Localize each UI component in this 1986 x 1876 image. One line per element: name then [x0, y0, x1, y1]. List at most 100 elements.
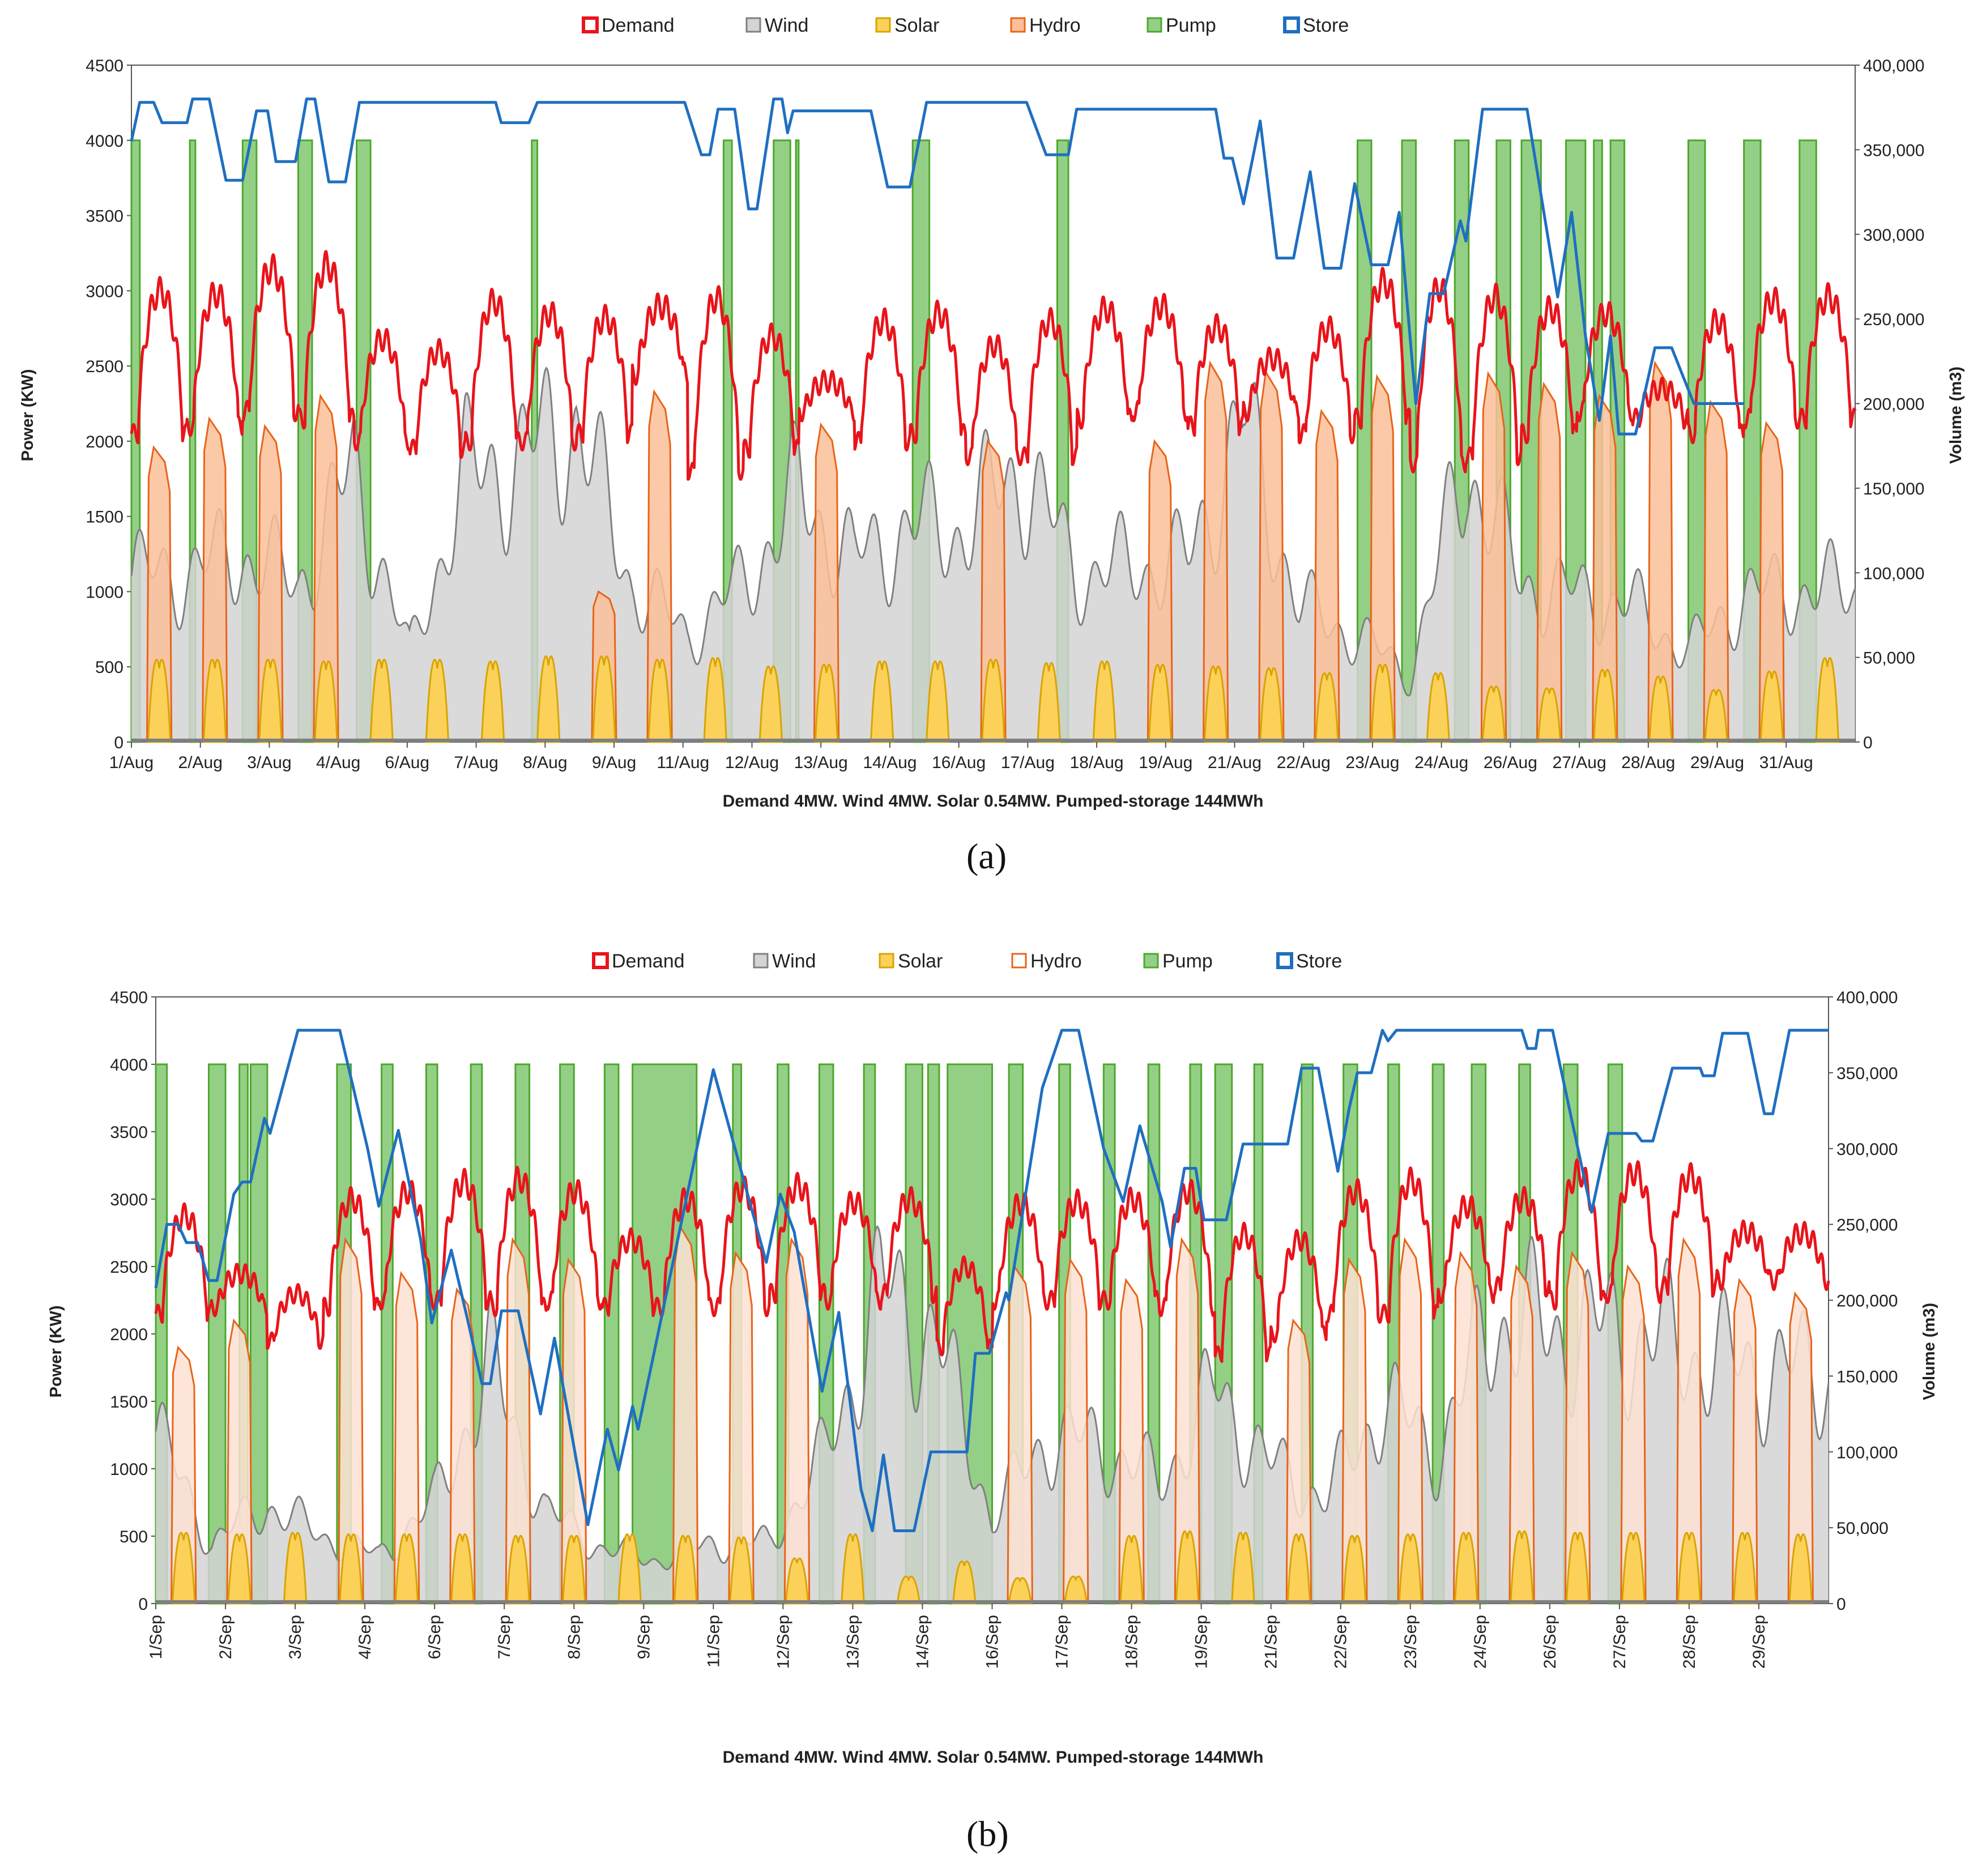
solar-bump	[1537, 687, 1562, 743]
x-tick-label: 31/Aug	[1759, 753, 1813, 772]
legend-swatch-demand	[582, 16, 599, 33]
left-tick-label: 500	[120, 1528, 148, 1546]
left-tick-label: 2500	[86, 357, 123, 376]
right-tick-label: 400,000	[1836, 988, 1898, 1007]
right-tick-label: 100,000	[1863, 564, 1924, 583]
x-tick-label: 11/Aug	[657, 753, 709, 772]
solar-bump	[617, 1533, 642, 1605]
x-tick-label: 18/Sep	[1123, 1615, 1141, 1669]
legend-label-pump: Pump	[1166, 15, 1216, 36]
solar-bump	[506, 1534, 531, 1605]
solar-bump	[227, 1533, 252, 1605]
solar-bump	[1259, 667, 1284, 743]
legend-swatch-store	[1283, 16, 1300, 33]
right-tick-label: 50,000	[1836, 1519, 1889, 1538]
solar-bump	[673, 1534, 698, 1605]
x-tick-label: 4/Sep	[356, 1615, 374, 1659]
solar-bump	[450, 1533, 475, 1605]
solar-bump	[647, 659, 672, 743]
legend-swatch-wind	[745, 17, 761, 33]
solar-bump	[1148, 663, 1173, 743]
solar-bump	[425, 659, 450, 743]
pump-bar	[381, 1063, 394, 1605]
right-tick-label: 300,000	[1836, 1140, 1898, 1159]
solar-bump	[785, 1557, 809, 1605]
solar-bump	[339, 1533, 363, 1605]
left-tick-label: 4500	[86, 57, 123, 75]
right-tick-label: 250,000	[1863, 310, 1924, 329]
right-tick-label: 400,000	[1863, 57, 1924, 75]
right-axis-title-a: Volume (m3)	[1947, 366, 1965, 464]
solar-bump	[952, 1561, 977, 1605]
solar-bump	[394, 1533, 419, 1605]
solar-bump	[896, 1575, 921, 1605]
solar-bump	[1677, 1532, 1702, 1605]
x-tick-label: 21/Sep	[1262, 1615, 1281, 1669]
x-tick-label: 7/Sep	[495, 1615, 514, 1659]
chart-subtitle-b: Demand 4MW. Wind 4MW. Solar 0.54MW. Pump…	[723, 1748, 1264, 1767]
left-tick-label: 0	[114, 734, 123, 752]
solar-bump	[1815, 657, 1840, 743]
solar-bump	[703, 657, 727, 743]
solar-bump	[1648, 675, 1673, 743]
right-tick-label: 350,000	[1863, 141, 1924, 160]
x-tick-label: 24/Aug	[1414, 753, 1468, 772]
solar-bump	[814, 663, 839, 743]
left-tick-label: 3000	[86, 282, 123, 301]
solar-bump	[841, 1533, 865, 1605]
x-tick-label: 12/Aug	[725, 753, 779, 772]
x-tick-label: 6/Sep	[425, 1615, 444, 1659]
x-tick-label: 9/Sep	[634, 1615, 653, 1659]
legend-swatch-hydro	[1010, 17, 1026, 33]
x-tick-label: 1/Sep	[147, 1615, 165, 1659]
x-tick-label: 12/Sep	[774, 1615, 792, 1669]
solar-bump	[1063, 1575, 1088, 1605]
x-tick-label: 21/Aug	[1208, 753, 1262, 772]
legend-swatch-demand	[592, 952, 609, 969]
right-tick-label: 0	[1836, 1595, 1846, 1614]
left-axis-title-a: Power (KW)	[19, 369, 37, 462]
x-tick-label: 23/Aug	[1345, 753, 1399, 772]
solar-bump	[1203, 666, 1228, 743]
solar-bump	[1621, 1532, 1646, 1605]
solar-bump	[1286, 1533, 1311, 1605]
x-tick-label: 29/Aug	[1690, 753, 1744, 772]
x-tick-label: 26/Aug	[1484, 753, 1537, 772]
left-tick-label: 4000	[110, 1056, 148, 1075]
legend-label-pump: Pump	[1162, 950, 1213, 972]
x-tick-label: 8/Sep	[565, 1615, 583, 1659]
solar-bump	[314, 660, 338, 743]
legend-swatch-wind	[753, 953, 769, 969]
x-tick-label: 14/Aug	[863, 753, 917, 772]
x-tick-label: 2/Sep	[216, 1615, 235, 1659]
x-tick-label: 9/Aug	[592, 753, 636, 772]
hydro-block	[1703, 399, 1729, 743]
hydro-block	[1062, 1257, 1089, 1605]
left-tick-label: 500	[95, 658, 123, 677]
solar-bump	[1759, 670, 1784, 743]
legend-swatch-pump	[1143, 953, 1159, 969]
demand-line	[130, 250, 1857, 481]
left-tick-label: 3000	[110, 1191, 148, 1209]
x-tick-label: 7/Aug	[454, 753, 498, 772]
x-tick-label: 27/Sep	[1610, 1615, 1629, 1669]
solar-bump	[1370, 663, 1395, 743]
x-tick-label: 17/Aug	[1001, 753, 1055, 772]
right-axis-title-b: Volume (m3)	[1920, 1303, 1938, 1400]
chart-a: Demand Wind Solar Hydro Pump Store Power…	[19, 15, 1965, 811]
legend-label-solar: Solar	[894, 15, 939, 36]
solar-bump	[1119, 1534, 1144, 1605]
store-line	[154, 1029, 1829, 1532]
x-tick-label: 2/Aug	[178, 753, 223, 772]
x-tick-label: 16/Sep	[983, 1615, 1002, 1669]
right-tick-label: 250,000	[1836, 1216, 1898, 1235]
solar-bump	[171, 1532, 196, 1605]
chart-b: Demand Wind Solar Hydro Pump Store Power…	[47, 950, 1938, 1767]
left-tick-label: 0	[138, 1595, 148, 1614]
pump-bar	[249, 1063, 269, 1605]
solar-bump	[1398, 1533, 1423, 1605]
solar-bump	[1426, 672, 1450, 743]
pump-bar	[208, 1063, 227, 1605]
right-tick-label: 150,000	[1836, 1367, 1898, 1386]
hydro-block	[1480, 370, 1507, 743]
